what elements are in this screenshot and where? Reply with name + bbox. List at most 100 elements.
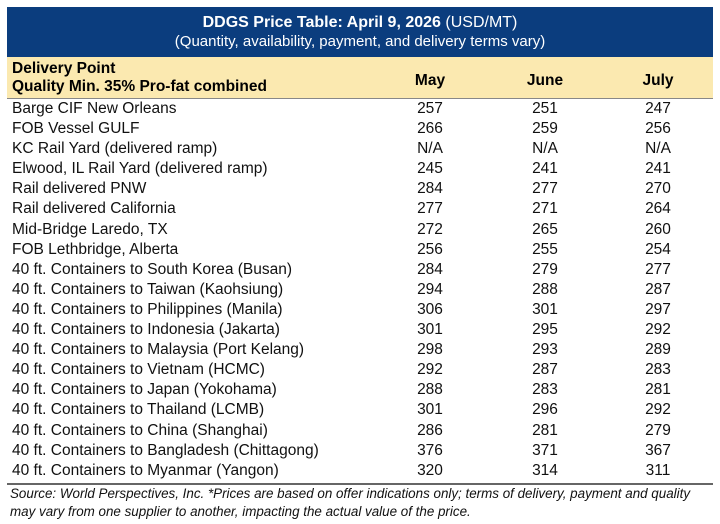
delivery-point-header: Delivery Point Quality Min. 35% Pro-fat c… xyxy=(12,60,267,95)
price-may: 284 xyxy=(417,180,443,198)
price-june: 251 xyxy=(532,100,558,117)
price-june: 259 xyxy=(532,120,558,138)
header-july: July xyxy=(642,72,674,89)
delivery-point: Rail delivered PNW xyxy=(12,180,147,198)
price-july: 283 xyxy=(645,361,671,379)
title-subtitle: (Quantity, availability, payment, and de… xyxy=(174,33,546,50)
price-may: 294 xyxy=(417,280,443,298)
header-may: May xyxy=(414,72,446,89)
table-row: 40 ft. Containers to Myanmar (Yangon) 320… xyxy=(7,461,713,481)
delivery-point: 40 ft. Containers to Bangladesh (Chittag… xyxy=(12,441,319,459)
price-june: 301 xyxy=(532,300,558,318)
delivery-point: 40 ft. Containers to Malaysia (Port Kela… xyxy=(12,341,305,359)
delivery-point: FOB Vessel GULF xyxy=(12,120,140,138)
table-row: Rail delivered California 277 271 264 xyxy=(7,199,713,219)
price-july: 241 xyxy=(645,160,671,178)
table-row: 40 ft. Containers to Thailand (LCMB) 301 2… xyxy=(7,400,713,420)
table-row: FOB Lethbridge, Alberta 256 255 254 xyxy=(7,240,713,260)
price-june: 293 xyxy=(532,341,558,359)
price-july: 260 xyxy=(645,220,671,238)
price-june: 371 xyxy=(532,441,558,459)
price-june: 314 xyxy=(532,461,558,479)
price-may: 301 xyxy=(417,321,443,339)
price-may: 306 xyxy=(417,300,443,318)
price-july: 270 xyxy=(645,180,671,198)
delivery-point: 40 ft. Containers to Myanmar (Yangon) xyxy=(12,461,279,479)
delivery-point: FOB Lethbridge, Alberta xyxy=(12,240,179,258)
price-june: 296 xyxy=(532,401,558,419)
price-july: 277 xyxy=(645,260,671,278)
table-row: 40 ft. Containers to China (Shanghai) 286… xyxy=(7,421,713,441)
price-july: 292 xyxy=(645,321,671,339)
price-table: DDGS Price Table: April 9, 2026 (USD/MT)… xyxy=(7,7,713,521)
delivery-point: 40 ft. Containers to Thailand (LCMB) xyxy=(12,401,265,419)
price-may: 256 xyxy=(417,240,443,258)
price-june: 283 xyxy=(532,381,558,399)
price-july: 297 xyxy=(645,300,671,318)
table-row: KC Rail Yard (delivered ramp) N/A N/A N/A xyxy=(7,139,713,159)
delivery-point: Elwood, IL Rail Yard (delivered ramp) xyxy=(12,160,268,178)
price-may: 292 xyxy=(417,361,443,379)
price-may: 320 xyxy=(417,461,443,479)
price-may: 286 xyxy=(417,421,443,439)
price-may: 257 xyxy=(417,100,443,117)
delivery-point: 40 ft. Containers to Philippines (Manila… xyxy=(12,300,283,318)
price-july: 279 xyxy=(645,421,671,439)
price-july: 247 xyxy=(645,100,671,117)
price-may: 301 xyxy=(417,401,443,419)
title-unit: (USD/MT) xyxy=(440,14,518,31)
table-row: Mid-Bridge Laredo, TX 272 265 260 xyxy=(7,220,713,240)
delivery-point: Mid-Bridge Laredo, TX xyxy=(12,220,168,238)
delivery-point: Barge CIF New Orleans xyxy=(12,100,177,117)
delivery-point: 40 ft. Containers to Indonesia (Jakarta) xyxy=(12,321,280,339)
price-july: 264 xyxy=(645,200,671,218)
price-july: 367 xyxy=(645,441,671,459)
price-may: N/A xyxy=(417,140,443,158)
table-row: Elwood, IL Rail Yard (delivered ramp) 245… xyxy=(7,159,713,179)
column-header: Delivery Point Quality Min. 35% Pro-fat c… xyxy=(7,57,713,99)
delivery-point: 40 ft. Containers to Vietnam (HCMC) xyxy=(12,361,265,379)
table-title: DDGS Price Table: April 9, 2026 (USD/MT)… xyxy=(7,7,713,57)
title-main: DDGS Price Table: April 9, 2026 xyxy=(202,14,441,31)
table-row: 40 ft. Containers to Bangladesh (Chittag… xyxy=(7,441,713,461)
price-may: 266 xyxy=(417,120,443,138)
price-june: 295 xyxy=(532,321,558,339)
price-may: 376 xyxy=(417,441,443,459)
table-row: FOB Vessel GULF 266 259 256 xyxy=(7,119,713,139)
table-row: 40 ft. Containers to Philippines (Manila… xyxy=(7,300,713,320)
price-june: N/A xyxy=(532,140,558,158)
delivery-point: KC Rail Yard (delivered ramp) xyxy=(12,140,218,158)
source-footnote: Source: World Perspectives, Inc. *Prices… xyxy=(7,482,713,521)
table-row: 40 ft. Containers to South Korea (Busan)… xyxy=(7,260,713,280)
price-june: 255 xyxy=(532,240,558,258)
price-may: 298 xyxy=(417,341,443,359)
price-july: 289 xyxy=(645,341,671,359)
price-june: 265 xyxy=(532,220,558,238)
price-may: 272 xyxy=(417,220,443,238)
delivery-point: 40 ft. Containers to Taiwan (Kaohsiung) xyxy=(12,280,284,298)
price-july: N/A xyxy=(645,140,671,158)
price-july: 287 xyxy=(645,280,671,298)
delivery-point: 40 ft. Containers to Japan (Yokohama) xyxy=(12,381,277,399)
price-june: 271 xyxy=(532,200,558,218)
table-row: 40 ft. Containers to Indonesia (Jakarta)… xyxy=(7,320,713,340)
price-may: 288 xyxy=(417,381,443,399)
table-body: Barge CIF New Orleans 257 251 247 FOB Vessel… xyxy=(7,99,713,481)
price-june: 241 xyxy=(532,160,558,178)
price-may: 277 xyxy=(417,200,443,218)
price-june: 279 xyxy=(532,260,558,278)
price-may: 284 xyxy=(417,260,443,278)
delivery-point: 40 ft. Containers to South Korea (Busan) xyxy=(12,260,293,278)
price-july: 292 xyxy=(645,401,671,419)
price-may: 245 xyxy=(417,160,443,178)
delivery-point: 40 ft. Containers to China (Shanghai) xyxy=(12,421,268,439)
header-june: June xyxy=(526,72,564,89)
price-june: 287 xyxy=(532,361,558,379)
price-june: 277 xyxy=(532,180,558,198)
table-row: 40 ft. Containers to Japan (Yokohama) 288… xyxy=(7,380,713,400)
table-row: Barge CIF New Orleans 257 251 247 xyxy=(7,99,713,119)
price-july: 254 xyxy=(645,240,671,258)
price-july: 256 xyxy=(645,120,671,138)
delivery-point: Rail delivered California xyxy=(12,200,176,218)
price-july: 281 xyxy=(645,381,671,399)
